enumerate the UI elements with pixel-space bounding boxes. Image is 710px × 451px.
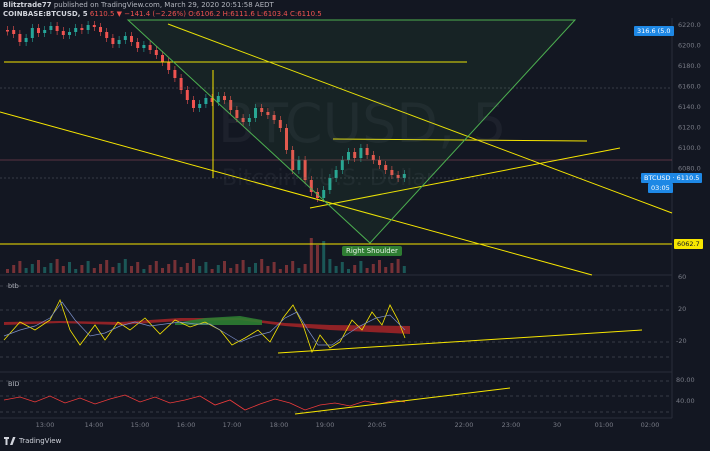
btb-tick-60: 60 — [678, 273, 687, 281]
last-price-badge: BTCUSD · 6110.5 — [641, 173, 703, 183]
oscillator-fast — [3, 298, 406, 354]
time-tick-label: 15:00 — [131, 421, 150, 429]
price-tick-label: 6100.0 — [678, 144, 701, 152]
btb-tick-20: 20 — [678, 305, 687, 313]
price-change: 6110.5 ▼ −141.4 (−2.26%) — [89, 10, 186, 18]
btb-tick-minus20: -20 — [676, 337, 687, 345]
time-tick-label: 14:00 — [85, 421, 104, 429]
bar-countdown-badge: 03:05 — [648, 183, 673, 193]
time-tick-label: 20:05 — [368, 421, 387, 429]
time-tick-label: 19:00 — [316, 421, 335, 429]
trend-line-lower[interactable] — [0, 111, 593, 276]
publish-info: Blitztrade77 published on TradingView.co… — [3, 1, 274, 9]
time-tick-label: 13:00 — [36, 421, 55, 429]
tradingview-logo-icon — [4, 437, 16, 445]
right-shoulder-label[interactable]: Right Shoulder — [342, 246, 402, 256]
level-line-6140[interactable] — [332, 138, 588, 142]
price-tick-label: 6080.0 — [678, 165, 701, 173]
brand-name: TradingView — [19, 437, 62, 445]
trend-line-upper[interactable] — [167, 23, 673, 214]
candlestick-series — [6, 21, 406, 202]
time-tick-label: 30 — [553, 421, 561, 429]
time-tick-label: 23:00 — [502, 421, 521, 429]
symbol-legend: COINBASE:BTCUSD, 5 6110.5 ▼ −141.4 (−2.2… — [3, 10, 322, 18]
price-tick-label: 6140.0 — [678, 103, 701, 111]
time-tick-label: 17:00 — [223, 421, 242, 429]
time-tick-label: 22:00 — [455, 421, 474, 429]
indicator-btb-label[interactable]: btb — [8, 282, 19, 290]
watermark-symbol: BTCUSD, 5 — [218, 92, 507, 155]
bid-trend-line[interactable] — [294, 387, 511, 415]
symbol-label[interactable]: COINBASE:BTCUSD, 5 — [3, 10, 88, 18]
time-tick-label: 18:00 — [270, 421, 289, 429]
author-name[interactable]: Blitztrade77 — [3, 1, 52, 9]
trend-line-support[interactable] — [309, 147, 621, 209]
price-tick-label: 6120.0 — [678, 124, 701, 132]
tradingview-brand[interactable]: TradingView — [4, 437, 61, 445]
bid-tick-40: 40.00 — [676, 397, 695, 405]
price-tick-label: 6220.0 — [678, 21, 701, 29]
v-channel[interactable] — [126, 19, 577, 244]
level-price-badge: 6062.7 — [674, 239, 703, 249]
time-tick-label: 02:00 — [641, 421, 660, 429]
ohlc-values: O:6106.2 H:6111.6 L:6103.4 C:6110.5 — [188, 10, 322, 18]
time-tick-label: 16:00 — [177, 421, 196, 429]
bid-tick-80: 80.00 — [676, 376, 695, 384]
time-tick-label: 01:00 — [595, 421, 614, 429]
publish-date: published on TradingView.com, March 29, … — [53, 1, 274, 9]
watermark-name: Bitcoin / U.S. Dollar — [222, 166, 436, 191]
indicator-bid-label[interactable]: BID — [8, 380, 20, 388]
price-tick-label: 6160.0 — [678, 83, 701, 91]
bid-line — [3, 394, 406, 411]
price-tick-label: 6200.0 — [678, 42, 701, 50]
oscillator-trend-line[interactable] — [277, 329, 643, 354]
volume-bars — [6, 238, 406, 273]
price-tick-label: 6180.0 — [678, 62, 701, 70]
volume-value-badge: 316.6 (5.0 — [634, 26, 674, 36]
oscillator-slow — [3, 301, 406, 346]
